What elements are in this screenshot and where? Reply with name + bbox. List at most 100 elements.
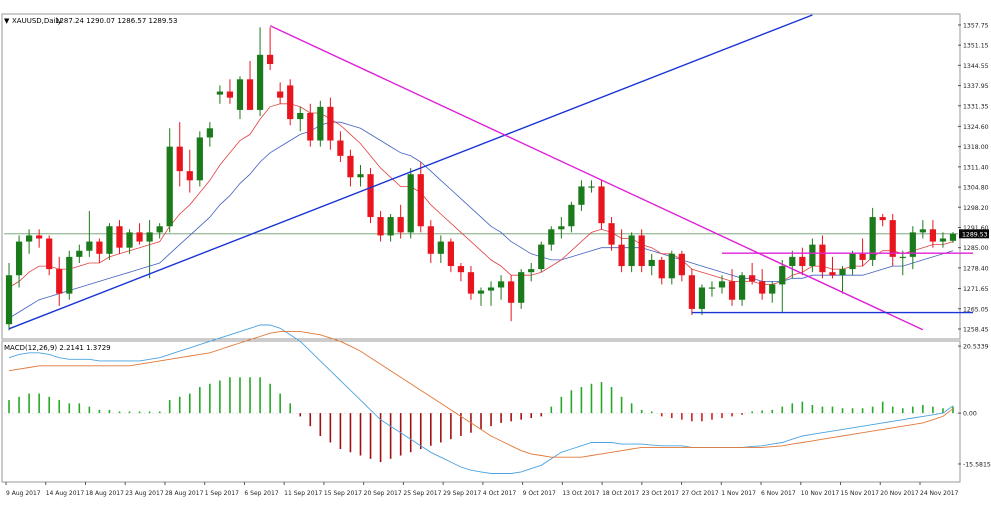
candle-body bbox=[46, 238, 53, 270]
price-tag-label: 1289.53 bbox=[962, 231, 988, 238]
candle-body bbox=[86, 241, 93, 251]
chart-header: ▼ XAUUSD,Daily 1287.24 1290.07 1286.57 1… bbox=[4, 17, 177, 25]
candle bbox=[96, 238, 103, 263]
candle bbox=[869, 207, 876, 267]
candle bbox=[628, 232, 635, 273]
candle-body bbox=[779, 266, 786, 285]
candle bbox=[297, 106, 304, 132]
x-tick-label: 20 Sep 2017 bbox=[364, 490, 402, 497]
candle-body bbox=[437, 241, 444, 254]
candle-body bbox=[477, 290, 485, 294]
candle bbox=[728, 269, 736, 306]
macd-y-axis: 20.5339 0.00 -15.5815 bbox=[958, 344, 991, 468]
x-tick-label: 27 Oct 2017 bbox=[682, 490, 719, 497]
candle-body bbox=[206, 128, 213, 138]
candle-body bbox=[407, 174, 414, 233]
candle bbox=[939, 232, 947, 248]
x-tick-label: 23 Aug 2017 bbox=[125, 490, 164, 497]
candle bbox=[487, 281, 495, 306]
blue-uptrend-trendline[interactable] bbox=[8, 14, 813, 330]
price-y-axis: 1357.75 1351.15 1344.55 1337.95 1331.35 1324.… bbox=[958, 22, 989, 333]
candle-body bbox=[648, 259, 655, 267]
candle-body bbox=[447, 241, 454, 267]
candle bbox=[949, 232, 957, 243]
candle-body bbox=[427, 226, 434, 254]
candle bbox=[829, 256, 836, 279]
candle bbox=[899, 250, 906, 276]
candle bbox=[819, 235, 826, 279]
candle bbox=[688, 269, 695, 316]
candle bbox=[638, 229, 645, 273]
candle-body bbox=[417, 174, 424, 227]
candle bbox=[477, 287, 485, 306]
ohlc-values: 1287.24 1290.07 1286.57 1289.53 bbox=[55, 17, 177, 25]
y-tick-label: 1298.20 bbox=[963, 205, 989, 212]
y-tick-label: 1337.95 bbox=[963, 83, 989, 90]
trendlines[interactable] bbox=[8, 14, 974, 331]
candle-body bbox=[889, 220, 896, 257]
y-tick-label: 1291.60 bbox=[963, 225, 989, 232]
candle-body bbox=[849, 253, 856, 270]
candle-body bbox=[558, 226, 565, 230]
candle bbox=[799, 247, 806, 276]
candle-body bbox=[809, 244, 816, 267]
candle bbox=[156, 223, 163, 239]
x-tick-label: 4 Oct 2017 bbox=[483, 490, 516, 497]
x-tick-label: 9 Oct 2017 bbox=[523, 490, 556, 497]
price-tag-bg bbox=[959, 229, 989, 239]
candle bbox=[86, 210, 93, 257]
candle-body bbox=[317, 106, 324, 141]
candlesticks bbox=[5, 27, 957, 331]
ma-slow-line bbox=[8, 121, 954, 319]
macd-y-tick-label: -15.5815 bbox=[963, 461, 991, 468]
y-tick-label: 1278.40 bbox=[963, 265, 989, 272]
candle-body bbox=[307, 112, 314, 141]
candle bbox=[467, 266, 475, 300]
candle-body bbox=[538, 244, 545, 270]
candle-body bbox=[789, 256, 796, 267]
candle-body bbox=[176, 146, 183, 172]
candle-body bbox=[15, 241, 23, 276]
candle-body bbox=[226, 91, 234, 98]
candle bbox=[698, 284, 706, 316]
date-x-axis: 9 Aug 2017 14 Aug 2017 18 Aug 2017 23 Aug 2… bbox=[5, 482, 959, 497]
candle bbox=[25, 229, 33, 254]
candle bbox=[668, 250, 675, 285]
candle bbox=[618, 229, 625, 273]
candle-body bbox=[236, 79, 244, 110]
x-tick-label: 24 Nov 2017 bbox=[920, 490, 959, 497]
candle bbox=[497, 275, 505, 300]
candle bbox=[106, 223, 113, 260]
candle bbox=[56, 256, 63, 306]
y-tick-label: 1304.80 bbox=[963, 185, 989, 192]
candle-body bbox=[66, 256, 73, 294]
candle-body bbox=[688, 275, 695, 309]
candle bbox=[598, 180, 605, 230]
candle-body bbox=[909, 232, 916, 257]
candle bbox=[508, 275, 515, 322]
candle bbox=[387, 214, 394, 242]
candle-body bbox=[668, 253, 675, 279]
candle-body bbox=[267, 54, 274, 64]
x-tick-label: 6 Sep 2017 bbox=[244, 490, 278, 497]
candle-body bbox=[357, 174, 364, 178]
candle-body bbox=[518, 272, 525, 303]
magenta-downtrend-trendline[interactable] bbox=[269, 25, 924, 331]
candle-body bbox=[899, 256, 906, 259]
candle-body bbox=[497, 281, 505, 288]
macd-lines bbox=[8, 324, 954, 474]
x-tick-label: 29 Sep 2017 bbox=[443, 490, 481, 497]
candle-body bbox=[728, 281, 736, 300]
y-tick-label: 1285.00 bbox=[963, 245, 989, 252]
current-price-tag: 1289.53 bbox=[959, 229, 989, 239]
dropdown-arrow-icon[interactable]: ▼ bbox=[4, 17, 10, 25]
candle bbox=[789, 250, 796, 279]
candle-body bbox=[146, 232, 153, 242]
x-tick-label: 18 Aug 2017 bbox=[85, 490, 124, 497]
candle-body bbox=[749, 275, 756, 282]
y-tick-label: 1258.45 bbox=[963, 326, 989, 333]
candle bbox=[337, 131, 344, 162]
candle bbox=[457, 262, 465, 282]
candle-body bbox=[698, 287, 706, 309]
